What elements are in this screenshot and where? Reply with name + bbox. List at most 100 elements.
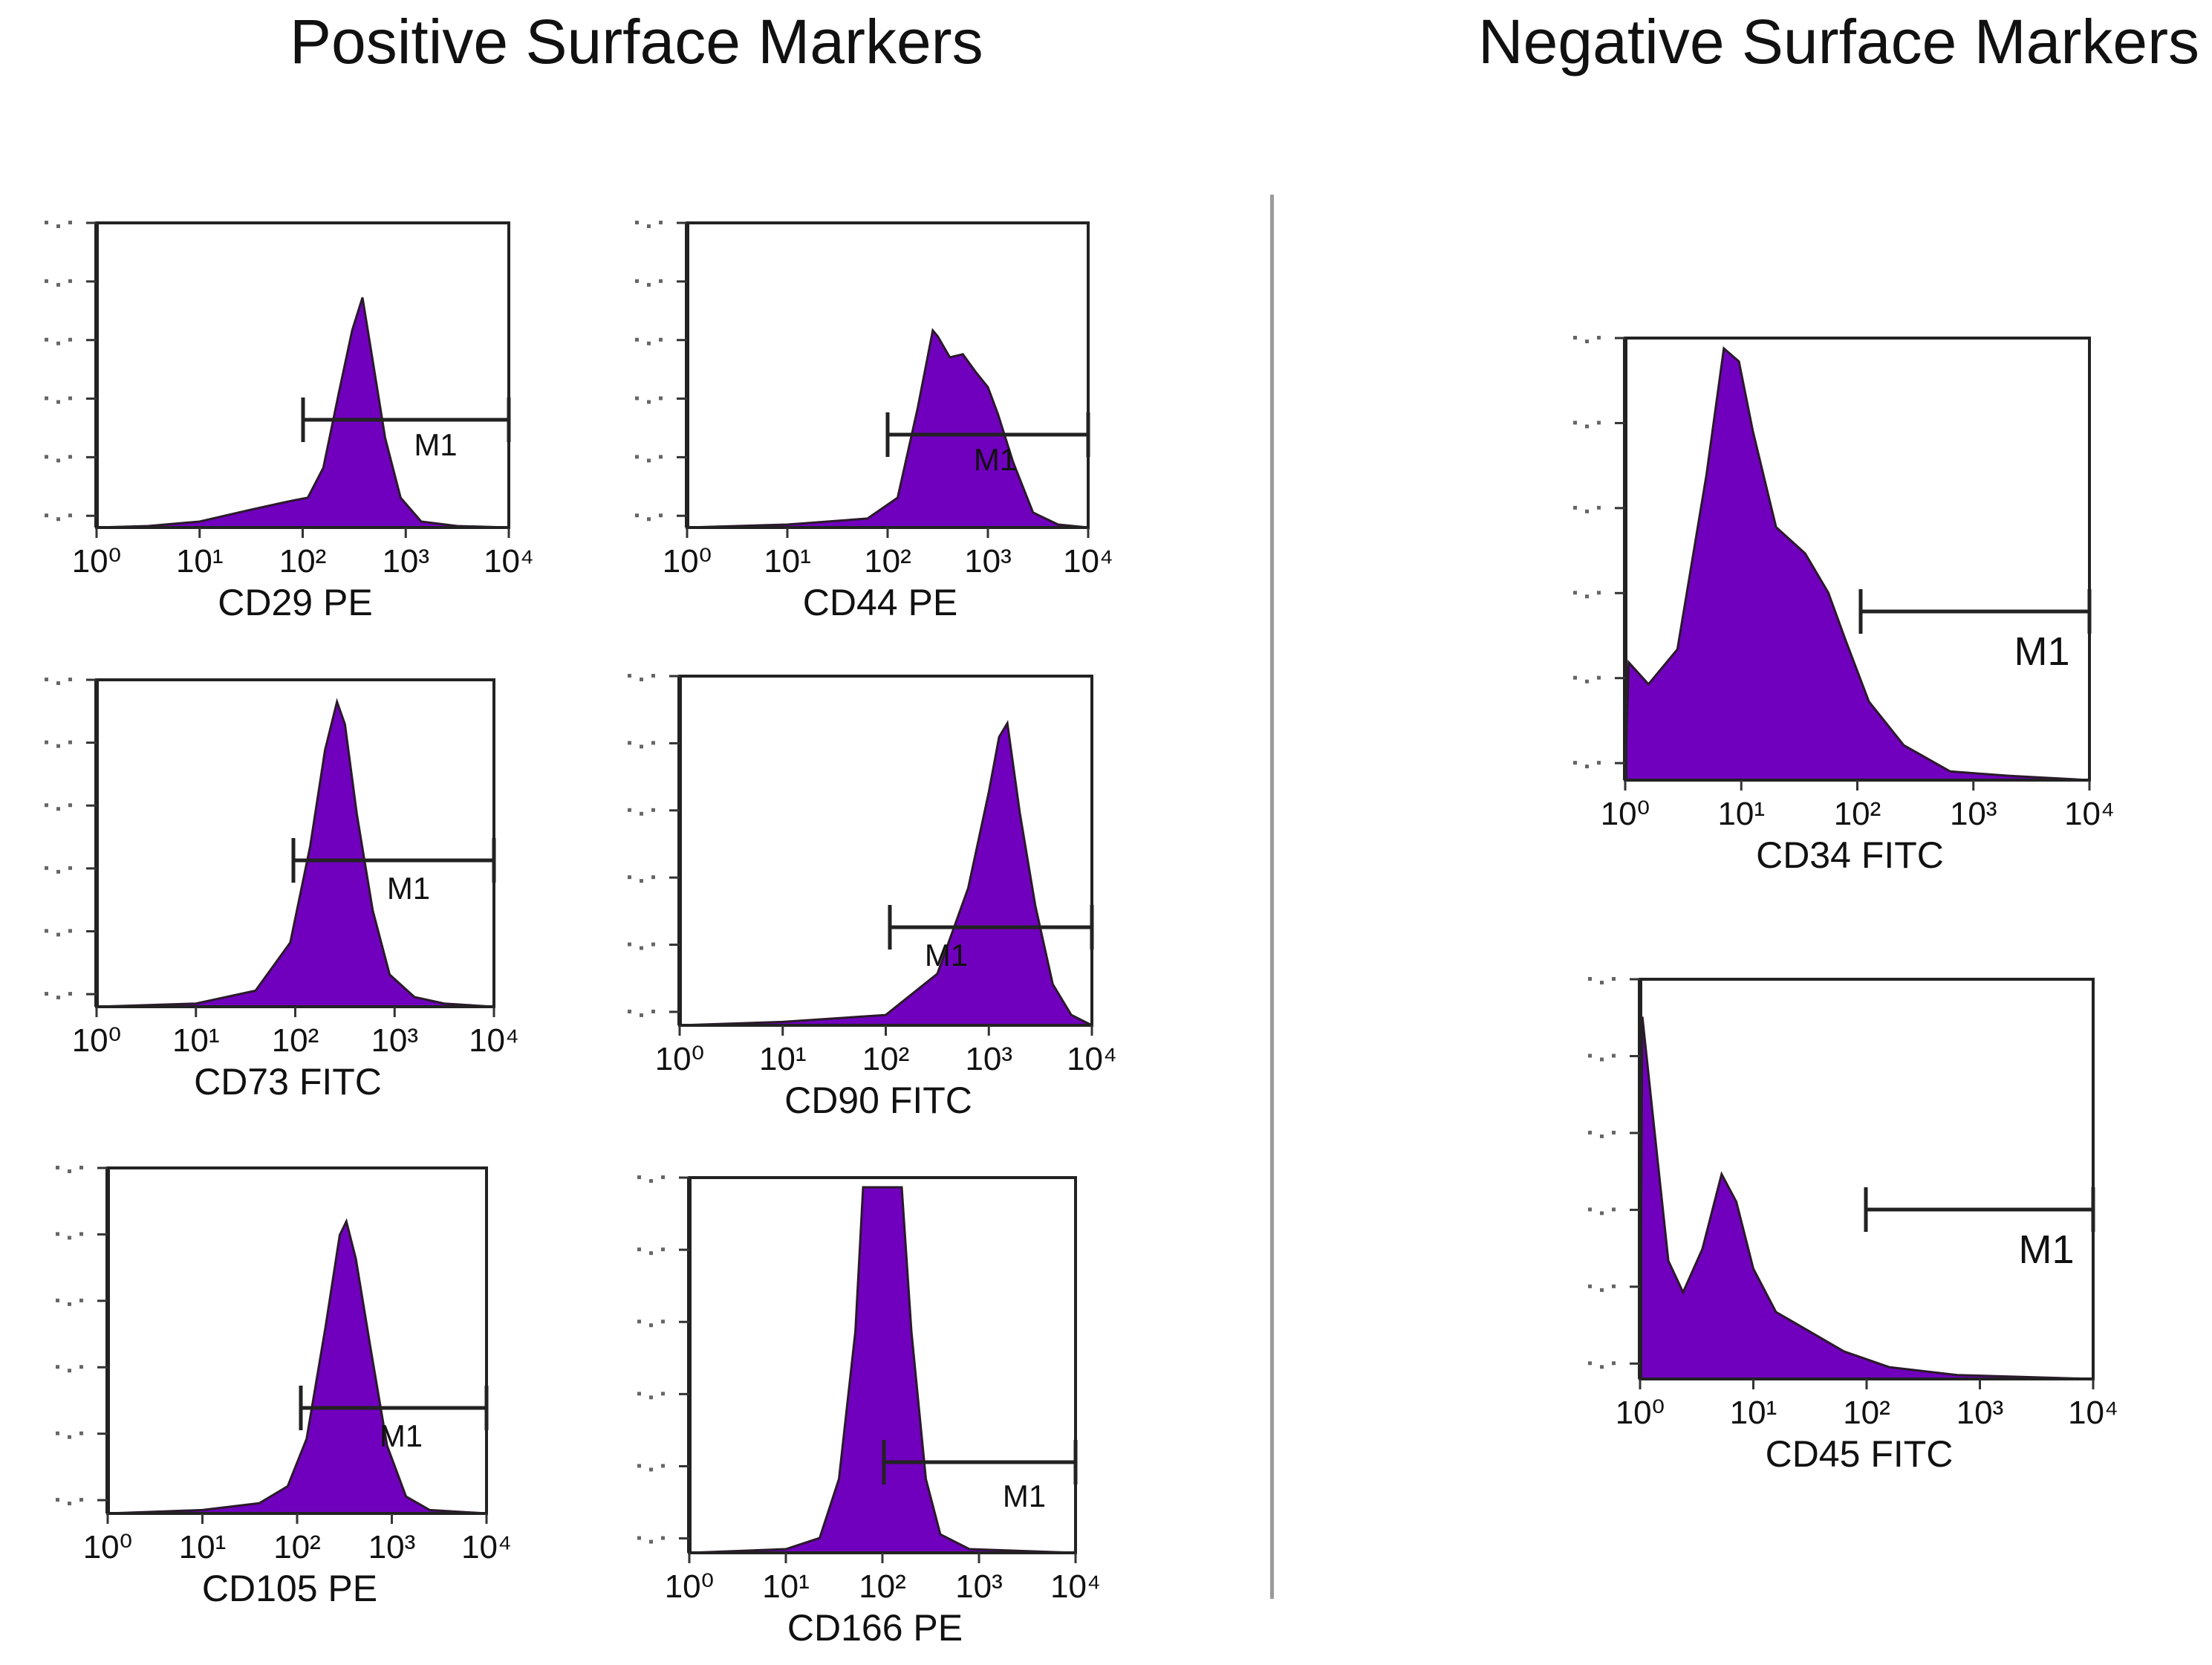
histogram-area <box>686 328 1089 529</box>
x-tick-label: 10² <box>1843 1395 1890 1431</box>
x-axis-label: CD29 PE <box>218 582 372 623</box>
gate-m1: M1 <box>301 397 511 462</box>
y-axis-ticks <box>1573 336 1625 769</box>
x-axis-ticks: 10⁰ 10¹ 10² 10³ 10⁴ <box>655 1025 1117 1077</box>
gate-label: M1 <box>2014 629 2069 674</box>
histogram-area <box>1624 345 2090 782</box>
x-axis-ticks: 10⁰ 10¹ 10² 10³ 10⁴ <box>663 528 1113 580</box>
positive-markers-title: Positive Surface Markers <box>290 7 983 77</box>
x-tick-label: 10² <box>859 1568 906 1605</box>
plot-frame <box>686 221 1090 529</box>
x-axis-label: CD166 PE <box>787 1607 963 1649</box>
y-axis-ticks <box>45 678 97 1000</box>
histogram-area <box>107 1218 487 1515</box>
x-tick-label: 10³ <box>955 1568 1003 1605</box>
x-tick-label: 10³ <box>965 1041 1012 1077</box>
x-axis-label: CD44 PE <box>803 582 957 623</box>
gate-m1: M1 <box>885 412 1090 477</box>
gate-label: M1 <box>380 1418 423 1453</box>
negative-markers-title: Negative Surface Markers <box>1478 7 2200 77</box>
x-tick-label: 10⁰ <box>1601 796 1650 832</box>
x-tick-label: 10³ <box>371 1022 418 1059</box>
gate-label: M1 <box>1003 1479 1046 1513</box>
x-axis-label: CD34 FITC <box>1756 834 1944 876</box>
histogram-panel-4: 10⁰ 10¹ 10² 10³ 10⁴ CD90 FITC M1 <box>628 674 1117 1121</box>
x-tick-label: 10⁴ <box>1063 543 1113 580</box>
x-tick-label: 10¹ <box>1717 796 1765 832</box>
x-tick-label: 10³ <box>1956 1395 2004 1431</box>
gate-label: M1 <box>387 871 430 906</box>
x-tick-label: 10⁰ <box>72 1022 122 1059</box>
y-axis-ticks <box>635 221 687 522</box>
x-tick-label: 10⁴ <box>461 1529 512 1565</box>
histogram-area <box>96 698 495 1008</box>
histogram-panel-2: 10⁰ 10¹ 10² 10³ 10⁴ CD44 PE M1 <box>635 221 1113 623</box>
x-axis-label: CD45 FITC <box>1766 1433 1954 1475</box>
gate-label: M1 <box>414 427 457 462</box>
histogram-area <box>96 297 510 529</box>
gate-m1: M1 <box>888 905 1094 973</box>
plot-frame <box>95 221 510 529</box>
x-tick-label: 10¹ <box>764 543 811 580</box>
histogram-area <box>689 1186 1076 1554</box>
x-tick-label: 10⁴ <box>1067 1041 1117 1077</box>
gate-m1: M1 <box>1858 589 2092 674</box>
x-tick-label: 10² <box>862 1041 910 1077</box>
y-axis-ticks <box>628 674 680 1017</box>
x-tick-label: 10² <box>1834 796 1881 832</box>
gate-label: M1 <box>2018 1227 2074 1272</box>
x-axis-label: CD90 FITC <box>784 1080 972 1121</box>
x-axis-ticks: 10⁰ 10¹ 10² 10³ 10⁴ <box>83 1513 512 1565</box>
histogram-panel-8: 10⁰ 10¹ 10² 10³ 10⁴ CD45 FITC M1 <box>1588 977 2118 1475</box>
x-tick-label: 10⁰ <box>72 543 122 580</box>
x-tick-label: 10¹ <box>762 1568 810 1605</box>
x-tick-label: 10² <box>272 1022 319 1059</box>
y-axis-ticks <box>1588 977 1640 1369</box>
x-axis-ticks: 10⁰ 10¹ 10² 10³ 10⁴ <box>72 528 534 580</box>
x-tick-label: 10⁰ <box>1616 1395 1665 1431</box>
y-axis-ticks <box>56 1166 108 1506</box>
x-tick-label: 10³ <box>964 543 1012 580</box>
x-tick-label: 10⁴ <box>469 1022 519 1059</box>
histogram-area <box>679 719 1093 1027</box>
section-divider <box>1270 195 1274 1599</box>
x-tick-label: 10¹ <box>1730 1395 1777 1431</box>
x-tick-label: 10⁰ <box>665 1568 715 1605</box>
x-axis-ticks: 10⁰ 10¹ 10² 10³ 10⁴ <box>1616 1379 2118 1431</box>
x-axis-ticks: 10⁰ 10¹ 10² 10³ 10⁴ <box>1601 780 2115 832</box>
x-tick-label: 10⁴ <box>484 543 534 580</box>
x-axis-label: CD73 FITC <box>194 1061 382 1103</box>
gate-m1: M1 <box>1864 1187 2095 1272</box>
x-tick-label: 10¹ <box>759 1041 807 1077</box>
gate-label: M1 <box>974 442 1017 477</box>
x-tick-label: 10³ <box>1950 796 1997 832</box>
x-tick-label: 10⁰ <box>663 543 712 580</box>
y-axis-ticks <box>45 221 97 522</box>
x-tick-label: 10⁴ <box>2064 796 2115 832</box>
x-tick-label: 10³ <box>368 1529 416 1565</box>
x-tick-label: 10⁰ <box>655 1041 705 1077</box>
x-tick-label: 10² <box>273 1529 321 1565</box>
gate-label: M1 <box>925 938 968 973</box>
y-axis-ticks <box>637 1175 689 1544</box>
x-axis-ticks: 10⁰ 10¹ 10² 10³ 10⁴ <box>72 1007 519 1059</box>
histogram-panel-5: 10⁰ 10¹ 10² 10³ 10⁴ CD105 PE M1 <box>56 1166 512 1609</box>
histogram-panel-6: 10⁰ 10¹ 10² 10³ 10⁴ CD166 PE M1 <box>637 1175 1101 1649</box>
x-axis-label: CD105 PE <box>202 1568 377 1609</box>
x-tick-label: 10⁴ <box>2068 1395 2118 1431</box>
x-axis-ticks: 10⁰ 10¹ 10² 10³ 10⁴ <box>665 1553 1101 1605</box>
x-tick-label: 10² <box>279 543 327 580</box>
histogram-area <box>1639 1016 2094 1380</box>
x-tick-label: 10⁴ <box>1050 1568 1101 1605</box>
x-tick-label: 10⁰ <box>83 1529 133 1565</box>
histogram-panel-1: 10⁰ 10¹ 10² 10³ 10⁴ CD29 PE M1 <box>45 221 534 623</box>
histogram-panel-7: 10⁰ 10¹ 10² 10³ 10⁴ CD34 FITC M1 <box>1573 336 2115 876</box>
histogram-panel-3: 10⁰ 10¹ 10² 10³ 10⁴ CD73 FITC M1 <box>45 678 519 1103</box>
x-tick-label: 10¹ <box>179 1529 227 1565</box>
x-tick-label: 10¹ <box>172 1022 220 1059</box>
gate-m1: M1 <box>882 1440 1078 1513</box>
gate-m1: M1 <box>291 838 496 906</box>
x-tick-label: 10² <box>864 543 911 580</box>
gate-m1: M1 <box>299 1386 489 1453</box>
